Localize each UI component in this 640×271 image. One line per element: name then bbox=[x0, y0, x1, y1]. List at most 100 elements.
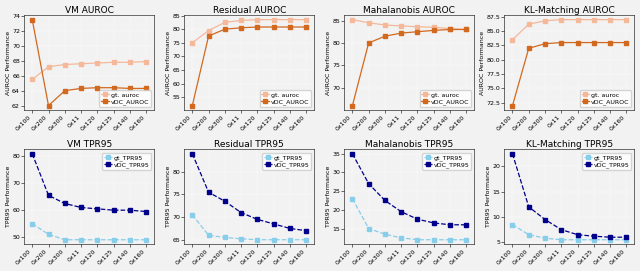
vDC_AUROC bbox=[205, 34, 212, 38]
Title: VM AUROC: VM AUROC bbox=[65, 6, 113, 15]
vDC_AUROC bbox=[189, 104, 196, 107]
vDC_AUROC bbox=[28, 18, 36, 21]
Legend: gt_TPR95, vDC_TPR95: gt_TPR95, vDC_TPR95 bbox=[262, 153, 311, 170]
vDC_AUROC bbox=[381, 35, 388, 38]
gt. auroc bbox=[253, 18, 261, 21]
vDC_AUROC bbox=[541, 42, 549, 45]
vDC_AUROC bbox=[509, 104, 516, 107]
gt. auroc bbox=[237, 19, 245, 22]
vDC_AUROC bbox=[462, 28, 470, 31]
gt_TPR95 bbox=[61, 238, 68, 241]
vDC_TPR95 bbox=[253, 218, 261, 221]
gt. auroc bbox=[126, 61, 134, 64]
gt_TPR95 bbox=[623, 238, 630, 241]
vDC_TPR95 bbox=[590, 235, 598, 238]
vDC_AUROC bbox=[430, 29, 438, 32]
vDC_TPR95 bbox=[381, 199, 388, 202]
vDC_AUROC bbox=[365, 41, 372, 44]
gt_TPR95 bbox=[557, 238, 565, 241]
gt_TPR95 bbox=[253, 238, 261, 241]
Line: vDC_AUROC: vDC_AUROC bbox=[351, 28, 468, 107]
vDC_TPR95 bbox=[237, 211, 245, 214]
gt. auroc bbox=[397, 24, 405, 28]
vDC_TPR95 bbox=[45, 194, 52, 197]
Y-axis label: AUROC Performance: AUROC Performance bbox=[326, 31, 331, 95]
Legend: gt. auroc, vDC_AUROC: gt. auroc, vDC_AUROC bbox=[580, 90, 631, 107]
gt_TPR95 bbox=[525, 233, 532, 236]
vDC_TPR95 bbox=[126, 209, 134, 212]
vDC_AUROC bbox=[573, 41, 581, 44]
gt_TPR95 bbox=[302, 238, 310, 241]
gt_TPR95 bbox=[509, 223, 516, 226]
vDC_AUROC bbox=[590, 41, 598, 44]
vDC_TPR95 bbox=[221, 200, 228, 203]
gt_TPR95 bbox=[189, 213, 196, 217]
gt_TPR95 bbox=[541, 237, 549, 240]
gt_TPR95 bbox=[573, 238, 581, 241]
Line: vDC_AUROC: vDC_AUROC bbox=[31, 18, 148, 107]
vDC_TPR95 bbox=[28, 152, 36, 155]
gt. auroc bbox=[205, 29, 212, 32]
gt_TPR95 bbox=[142, 238, 150, 241]
vDC_AUROC bbox=[606, 41, 614, 44]
gt. auroc bbox=[93, 61, 101, 64]
gt_TPR95 bbox=[590, 238, 598, 241]
gt. auroc bbox=[446, 27, 454, 30]
gt_TPR95 bbox=[430, 238, 438, 241]
vDC_AUROC bbox=[237, 26, 245, 30]
Y-axis label: TPR95 Performance: TPR95 Performance bbox=[486, 166, 491, 227]
vDC_TPR95 bbox=[462, 223, 470, 226]
gt. auroc bbox=[430, 26, 438, 29]
Title: KL-Matching AUROC: KL-Matching AUROC bbox=[524, 6, 615, 15]
vDC_TPR95 bbox=[189, 152, 196, 155]
gt_TPR95 bbox=[109, 238, 117, 241]
vDC_AUROC bbox=[413, 30, 421, 33]
Line: vDC_TPR95: vDC_TPR95 bbox=[511, 152, 628, 239]
gt. auroc bbox=[413, 25, 421, 28]
Line: vDC_TPR95: vDC_TPR95 bbox=[351, 152, 468, 227]
Title: Mahalanobis TPR95: Mahalanobis TPR95 bbox=[365, 140, 454, 149]
Legend: gt_TPR95, vDC_TPR95: gt_TPR95, vDC_TPR95 bbox=[102, 153, 151, 170]
Line: gt_TPR95: gt_TPR95 bbox=[31, 222, 148, 241]
vDC_TPR95 bbox=[142, 210, 150, 213]
gt. auroc bbox=[221, 21, 228, 24]
Y-axis label: AUROC Performance: AUROC Performance bbox=[6, 31, 10, 95]
gt. auroc bbox=[77, 62, 85, 65]
vDC_TPR95 bbox=[286, 227, 294, 230]
Title: KL-Matching TPR95: KL-Matching TPR95 bbox=[526, 140, 613, 149]
vDC_TPR95 bbox=[606, 235, 614, 239]
vDC_TPR95 bbox=[557, 228, 565, 231]
vDC_AUROC bbox=[525, 47, 532, 50]
gt. auroc bbox=[381, 23, 388, 27]
gt_TPR95 bbox=[397, 236, 405, 240]
gt_TPR95 bbox=[45, 233, 52, 236]
Legend: gt_TPR95, vDC_TPR95: gt_TPR95, vDC_TPR95 bbox=[582, 153, 631, 170]
vDC_TPR95 bbox=[61, 202, 68, 205]
vDC_AUROC bbox=[557, 41, 565, 44]
gt. auroc bbox=[365, 21, 372, 24]
gt_TPR95 bbox=[606, 238, 614, 241]
gt. auroc bbox=[109, 61, 117, 64]
Line: gt. auroc: gt. auroc bbox=[511, 18, 628, 41]
Line: gt. auroc: gt. auroc bbox=[351, 18, 468, 31]
vDC_TPR95 bbox=[509, 152, 516, 155]
vDC_AUROC bbox=[286, 25, 294, 29]
vDC_TPR95 bbox=[270, 222, 278, 225]
vDC_AUROC bbox=[446, 28, 454, 31]
vDC_TPR95 bbox=[623, 235, 630, 239]
Legend: gt. auroc, vDC_AUROC: gt. auroc, vDC_AUROC bbox=[99, 90, 151, 107]
Line: vDC_AUROC: vDC_AUROC bbox=[511, 41, 628, 107]
gt_TPR95 bbox=[349, 197, 356, 200]
vDC_TPR95 bbox=[77, 206, 85, 209]
gt. auroc bbox=[61, 63, 68, 66]
gt. auroc bbox=[541, 19, 549, 22]
gt. auroc bbox=[623, 18, 630, 21]
Title: Residual TPR95: Residual TPR95 bbox=[214, 140, 284, 149]
gt_TPR95 bbox=[93, 238, 101, 241]
gt. auroc bbox=[462, 28, 470, 31]
gt_TPR95 bbox=[381, 233, 388, 236]
Line: vDC_TPR95: vDC_TPR95 bbox=[191, 152, 308, 233]
gt_TPR95 bbox=[286, 238, 294, 241]
vDC_AUROC bbox=[126, 87, 134, 90]
Y-axis label: TPR95 Performance: TPR95 Performance bbox=[326, 166, 331, 227]
